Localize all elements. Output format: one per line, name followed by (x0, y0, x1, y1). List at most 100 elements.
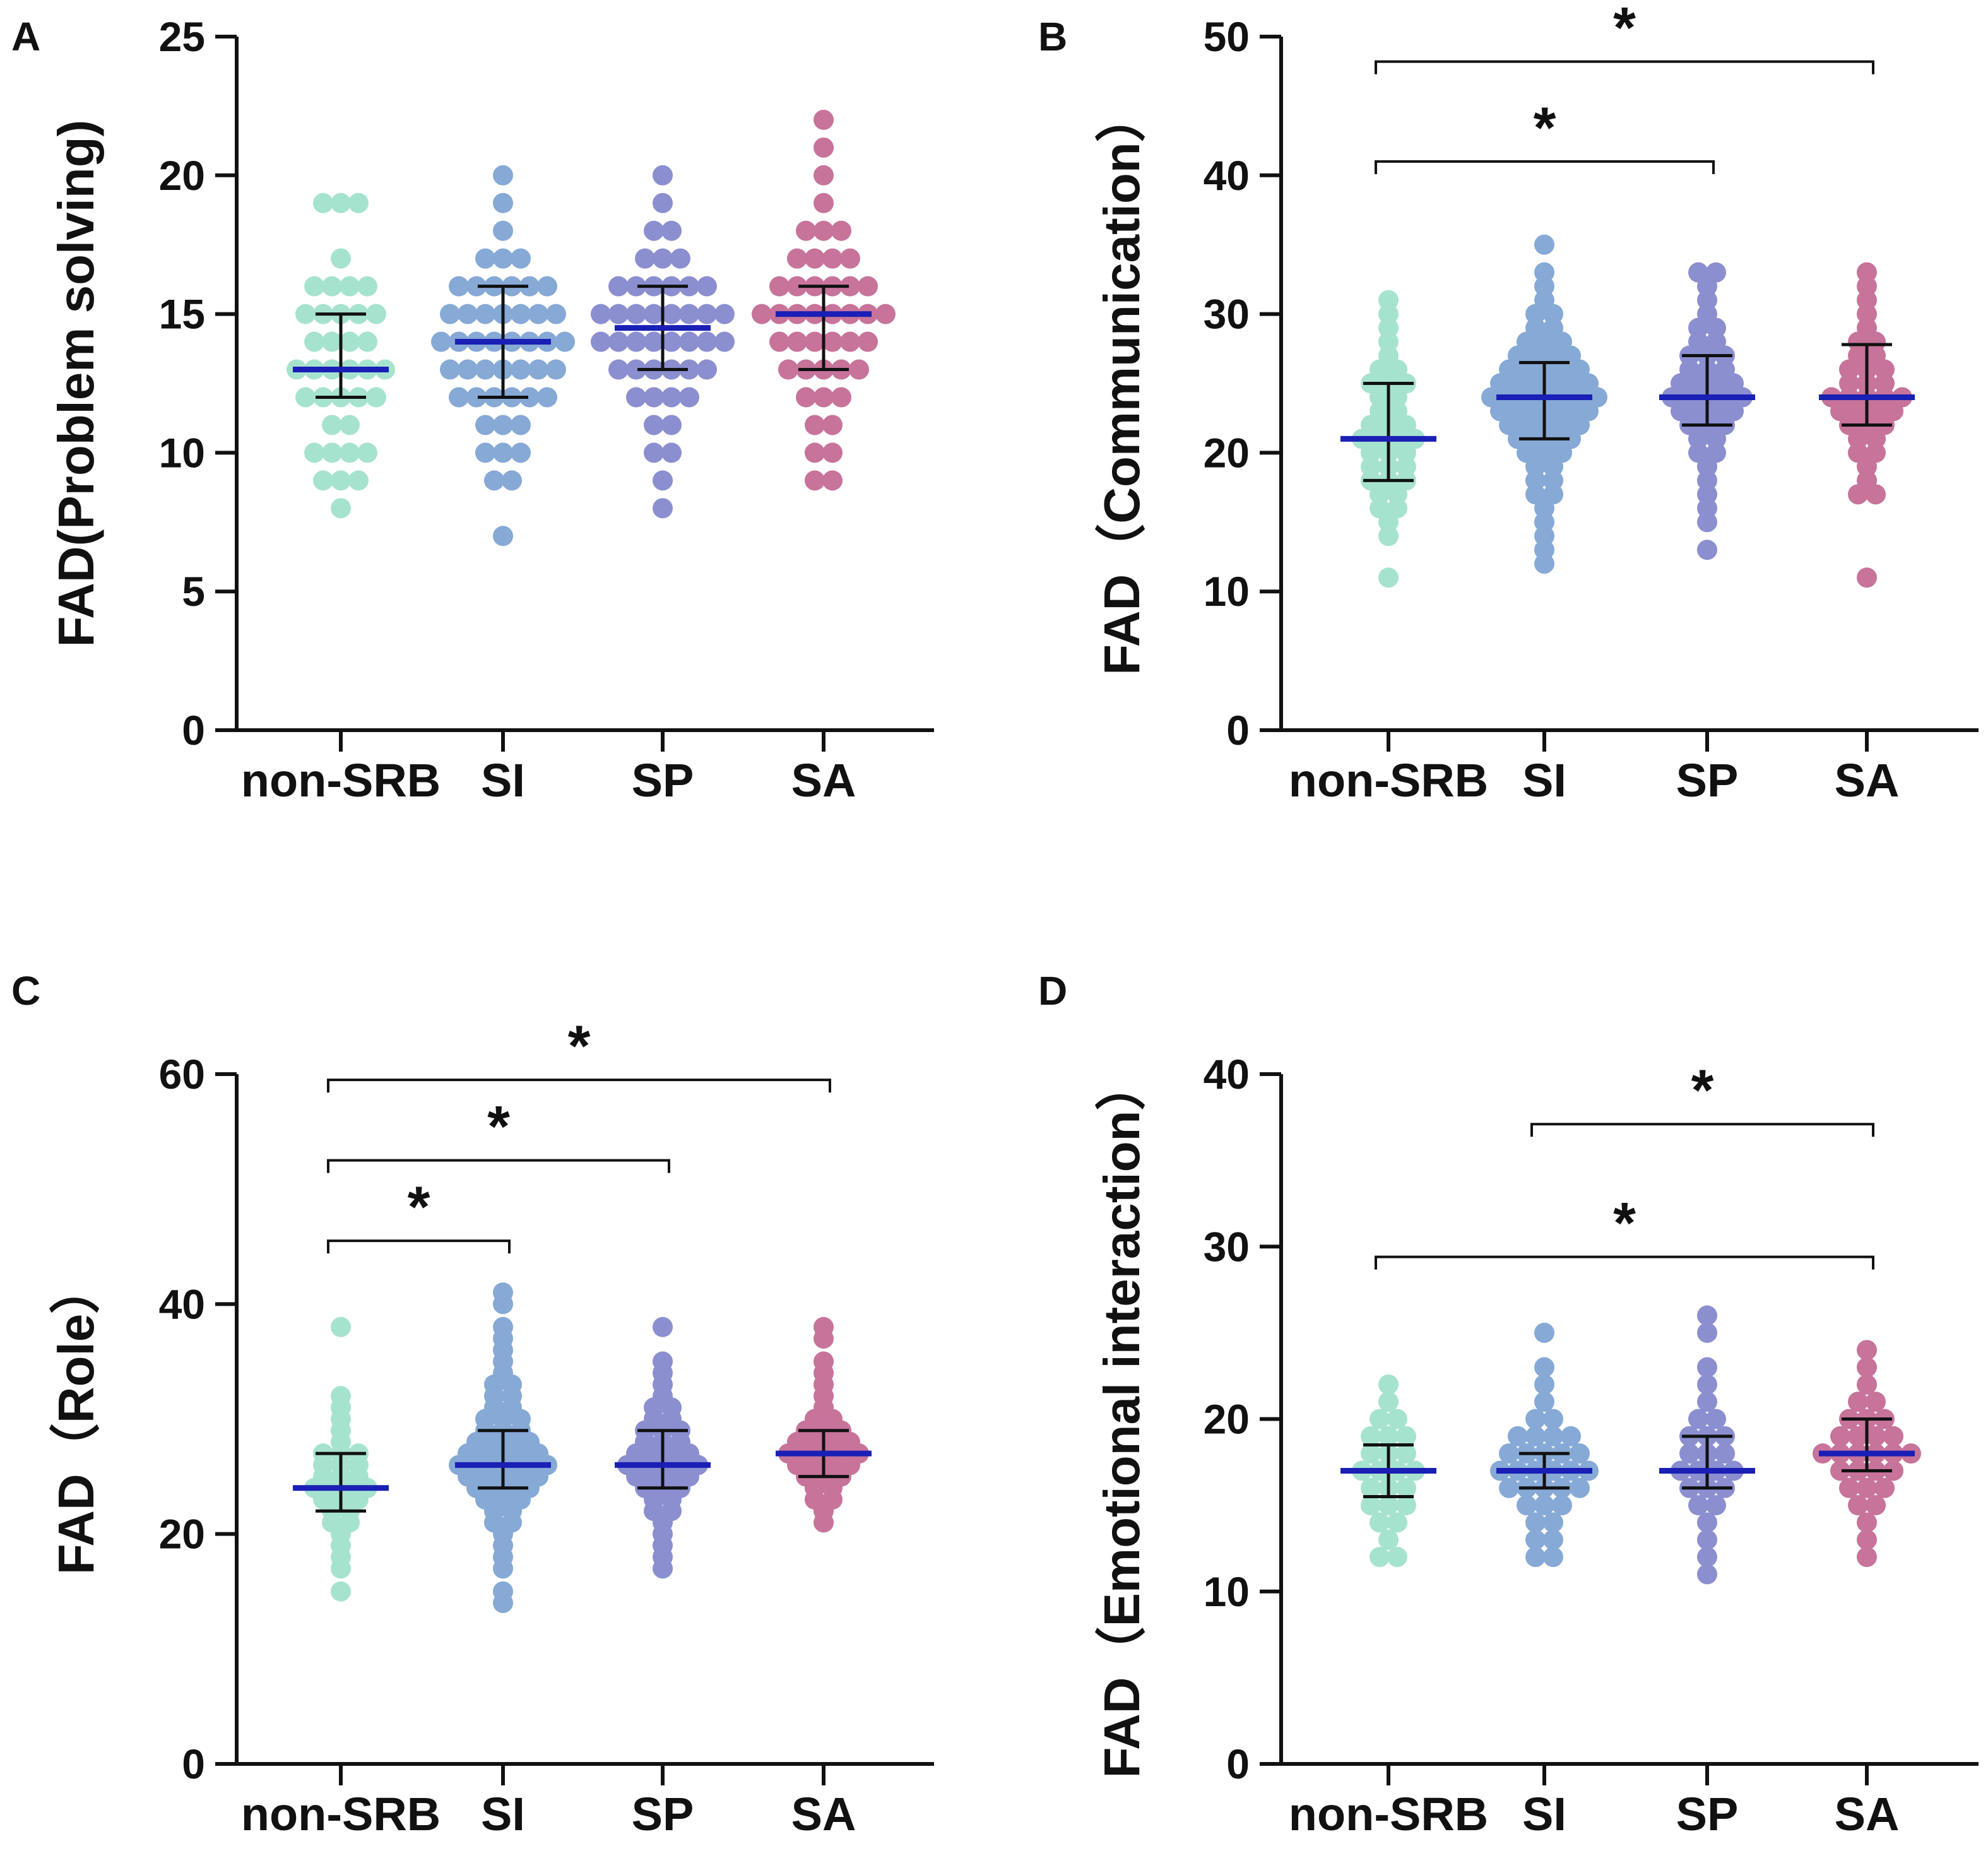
data-point (1552, 1495, 1572, 1516)
significance-bracket: * (1375, 1192, 1874, 1270)
data-point (1396, 1426, 1416, 1446)
data-point (840, 331, 860, 352)
y-axis-title: FAD(Problem solving) (48, 120, 104, 648)
data-point (822, 442, 843, 463)
data-point (1378, 1392, 1399, 1412)
data-point (1499, 1477, 1519, 1498)
panel-c: C 0 20 40 60 non-SRB SI SP SA FAD（Role） * * * (11, 968, 934, 1840)
data-point (1396, 1477, 1416, 1498)
data-point (1830, 1426, 1850, 1446)
significance-bracket: * (327, 1095, 670, 1173)
bracket-line (1530, 1123, 1874, 1137)
data-point (1534, 526, 1554, 547)
x-category-label: SA (1835, 754, 1900, 807)
data-point (1688, 442, 1708, 463)
x-category-label: non-SRB (241, 754, 441, 807)
data-point (1361, 1426, 1381, 1446)
data-point (661, 304, 682, 324)
data-point (1370, 1512, 1390, 1533)
data-point (1866, 442, 1886, 463)
data-point (679, 387, 699, 408)
data-point (822, 415, 843, 435)
data-point (1688, 331, 1708, 352)
data-point (608, 276, 629, 297)
data-point (1706, 1495, 1726, 1516)
y-tick-label: 20 (159, 1511, 205, 1558)
x-category-label: SP (1676, 754, 1739, 807)
data-point (644, 415, 664, 435)
data-point (1525, 1529, 1546, 1550)
data-point (1697, 1305, 1717, 1326)
data-point (1370, 1547, 1390, 1568)
data-point (1866, 345, 1886, 366)
panel-label: C (11, 968, 40, 1014)
data-point (1706, 442, 1726, 463)
group-non-srb (1340, 1374, 1436, 1568)
data-point (1706, 262, 1726, 283)
data-point (511, 304, 531, 324)
group-si (431, 165, 575, 547)
data-point (697, 276, 717, 297)
data-point (1534, 512, 1554, 533)
data-point (475, 248, 495, 269)
data-point (1534, 276, 1554, 297)
data-point (1697, 484, 1717, 505)
x-category-label: SI (1522, 1788, 1566, 1840)
x-category-label: SI (1522, 754, 1566, 807)
data-point (752, 304, 772, 324)
data-point (1378, 1374, 1399, 1395)
data-point (1715, 1443, 1735, 1464)
x-category-label: SA (791, 754, 856, 807)
data-point (546, 359, 566, 380)
data-point (1857, 1529, 1877, 1550)
data-point (661, 220, 682, 241)
data-point (1688, 1409, 1708, 1429)
data-point (475, 442, 495, 463)
data-point (831, 220, 851, 241)
data-point (493, 220, 513, 241)
data-point (313, 192, 333, 213)
y-tick-label: 40 (159, 1280, 205, 1327)
group-non-srb (293, 1316, 389, 1602)
x-category-label: SA (1835, 1788, 1900, 1840)
data-point (1697, 540, 1717, 560)
data-point (1874, 1477, 1895, 1498)
data-point (653, 165, 673, 186)
panel-label: A (11, 14, 40, 59)
data-point (1883, 1460, 1903, 1481)
data-point (1378, 345, 1399, 366)
data-point (1361, 456, 1381, 477)
data-point (805, 442, 825, 463)
data-point (295, 387, 316, 408)
data-point (814, 109, 834, 130)
group-sp (1659, 1305, 1755, 1585)
y-tick-label: 50 (1204, 13, 1250, 60)
y-tick-label: 10 (1204, 568, 1250, 615)
data-point (670, 248, 690, 269)
significance-star: * (1613, 0, 1636, 61)
data-point (1883, 1426, 1903, 1446)
group-sp (591, 165, 735, 519)
y-tick-label: 10 (159, 429, 205, 476)
panel-label: D (1038, 968, 1067, 1014)
data-point (608, 359, 629, 380)
data-point (679, 304, 699, 324)
y-tick-label: 40 (1204, 152, 1250, 199)
x-category-label: non-SRB (1289, 1788, 1489, 1840)
data-point (1387, 1409, 1407, 1429)
data-point (1830, 1460, 1850, 1481)
data-point (511, 248, 531, 269)
data-point (635, 248, 655, 269)
data-point (1857, 567, 1877, 588)
bracket-line (327, 1079, 831, 1093)
data-point (1866, 1426, 1886, 1446)
data-point (679, 359, 699, 380)
data-point (805, 248, 825, 269)
group-si (1481, 234, 1607, 574)
data-point (304, 276, 324, 297)
data-point (1697, 470, 1717, 491)
data-point (1697, 1392, 1717, 1412)
data-point (493, 526, 513, 547)
data-point (653, 470, 673, 491)
bracket-line (1375, 60, 1874, 74)
